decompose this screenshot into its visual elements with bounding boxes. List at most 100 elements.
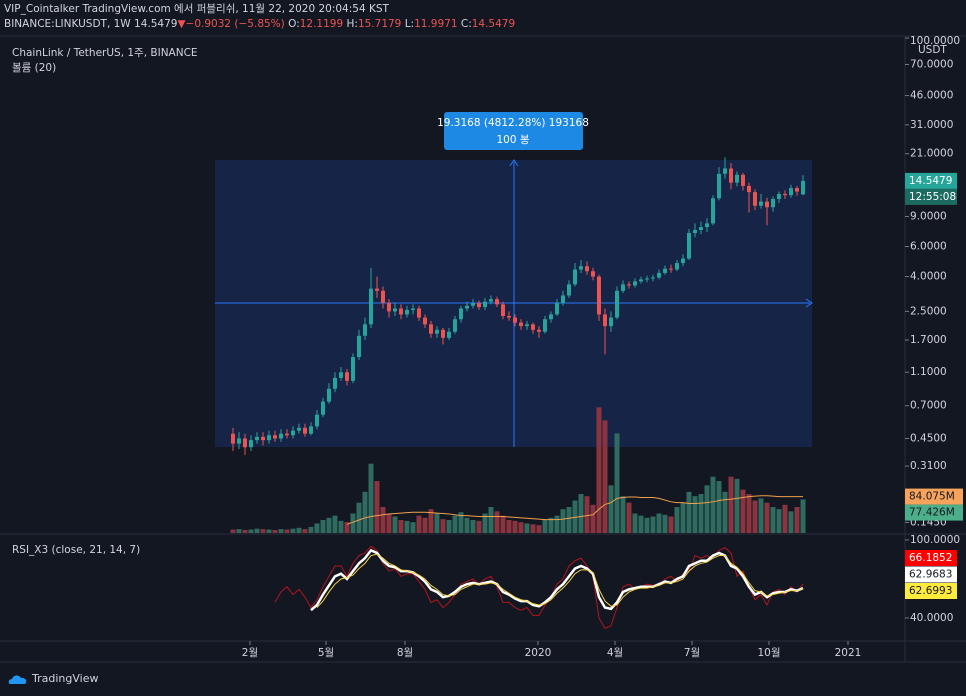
volume-bar xyxy=(338,520,344,533)
y-tick-label: 70.0000 xyxy=(910,58,953,70)
volume-bar xyxy=(512,520,518,533)
volume-bar xyxy=(374,481,380,533)
candle-body xyxy=(506,315,511,318)
volume-bar xyxy=(614,433,620,533)
candle-body xyxy=(392,308,397,312)
x-tick-label: 2021 xyxy=(835,647,862,659)
volume-bar xyxy=(446,520,452,533)
volume-bar xyxy=(482,513,488,533)
volume-bar xyxy=(776,509,782,533)
volume-bar xyxy=(470,520,476,533)
candle-body xyxy=(536,329,541,332)
volume-bar xyxy=(278,529,284,533)
volume-bar xyxy=(704,485,710,533)
candle-body xyxy=(236,438,241,444)
volume-bar xyxy=(590,504,596,533)
candle-body xyxy=(302,427,307,434)
candle-body xyxy=(314,414,319,427)
volume-bar xyxy=(392,516,398,533)
y-tick-label: 2.5000 xyxy=(910,305,947,317)
candle-body xyxy=(734,174,739,183)
candle-body xyxy=(284,433,289,436)
h-label: H: xyxy=(346,18,358,30)
volume-bar xyxy=(284,529,290,533)
volume-bar xyxy=(428,509,434,533)
x-tick-label: 2월 xyxy=(242,647,258,659)
volume-bar xyxy=(554,515,560,533)
y-tick-label: 0.3100 xyxy=(910,460,947,472)
candle-body xyxy=(680,258,685,264)
candle-body xyxy=(524,324,529,327)
range-tooltip xyxy=(444,112,583,150)
volume-bar xyxy=(536,525,542,533)
volume-bar xyxy=(692,496,698,533)
volume-bar xyxy=(800,499,806,533)
volume-bar xyxy=(596,407,602,533)
candle-body xyxy=(410,308,415,310)
candle-body xyxy=(542,319,547,332)
volume-bar xyxy=(230,529,236,533)
candle-body xyxy=(656,272,661,278)
volume-bar xyxy=(794,507,800,533)
volume-bar xyxy=(716,481,722,533)
volume-bar xyxy=(410,522,416,533)
c-label: C: xyxy=(460,18,472,30)
volume-bar xyxy=(770,507,776,533)
volume-bar xyxy=(500,515,506,533)
candle-body xyxy=(398,308,403,315)
volume-bar xyxy=(332,515,338,533)
brand-logo xyxy=(8,674,27,684)
rsi-title: RSI_X3 (close, 21, 14, 7) xyxy=(12,544,140,556)
candle-body xyxy=(602,314,607,327)
y-tick-label: 0.7000 xyxy=(910,400,947,412)
price-tag xyxy=(905,172,957,189)
candle-body xyxy=(446,331,451,338)
candle-body xyxy=(338,372,343,378)
volume-bar xyxy=(560,509,566,533)
volume-bar xyxy=(626,502,632,533)
x-tick-label: 4월 xyxy=(607,647,623,659)
candle-body xyxy=(374,288,379,291)
volume-bar xyxy=(452,515,458,533)
range-arrow xyxy=(509,159,519,167)
volume-bar xyxy=(254,528,260,533)
tooltip-text: 19.3168 (4812.28%) 193168 xyxy=(437,117,589,129)
candle-body xyxy=(512,317,517,323)
rsi-tag-label: 62.6993 xyxy=(909,585,952,597)
rsi-tag-label: 62.9683 xyxy=(909,569,952,581)
volume-bar xyxy=(344,522,350,533)
candle-body xyxy=(350,357,355,381)
candle-body xyxy=(248,440,253,448)
volume-bar xyxy=(644,517,650,533)
volume-bar xyxy=(674,507,680,533)
volume-bar xyxy=(662,514,668,533)
candle-body xyxy=(578,266,583,270)
volume-bar xyxy=(572,500,578,533)
volume-bar xyxy=(326,517,332,533)
candle-body xyxy=(422,317,427,325)
candle-body xyxy=(548,314,553,320)
candle-body xyxy=(686,233,691,259)
candle-body xyxy=(326,388,331,402)
volume-tag xyxy=(905,488,963,505)
volume-bar xyxy=(650,516,656,533)
candle-body xyxy=(764,201,769,208)
volume-bar xyxy=(548,517,554,533)
volume-bar xyxy=(494,511,500,533)
y-tick-label: 100.0000 xyxy=(910,35,960,47)
candle-body xyxy=(728,168,733,183)
candle-body xyxy=(626,284,631,286)
rsi-line xyxy=(274,545,804,630)
volume-bar xyxy=(608,485,614,533)
candle-body xyxy=(494,299,499,305)
volume-bar xyxy=(386,513,392,533)
volume-bar xyxy=(710,476,716,533)
volume-bar xyxy=(260,529,266,533)
x-tick-label: 8월 xyxy=(397,647,413,659)
y-tick-label: 1.1000 xyxy=(910,366,947,378)
volume-bar xyxy=(434,513,440,533)
volume-tag xyxy=(905,504,963,521)
volume-bar xyxy=(272,529,278,533)
volume-bar xyxy=(398,520,404,533)
tooltip-text: 100 봉 xyxy=(496,134,529,146)
